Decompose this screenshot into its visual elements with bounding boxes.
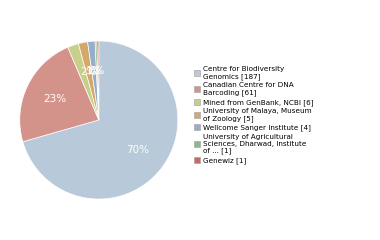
Wedge shape xyxy=(23,41,178,199)
Text: 23%: 23% xyxy=(43,94,66,104)
Text: 2%: 2% xyxy=(81,67,97,77)
Wedge shape xyxy=(68,44,99,120)
Text: 70%: 70% xyxy=(127,144,149,155)
Wedge shape xyxy=(20,47,99,142)
Legend: Centre for Biodiversity
Genomics [187], Canadian Centre for DNA
Barcoding [61], : Centre for Biodiversity Genomics [187], … xyxy=(192,65,315,165)
Wedge shape xyxy=(78,42,99,120)
Text: 0%: 0% xyxy=(89,66,105,76)
Text: 1%: 1% xyxy=(86,66,102,76)
Wedge shape xyxy=(88,41,99,120)
Wedge shape xyxy=(97,41,99,120)
Wedge shape xyxy=(95,41,99,120)
